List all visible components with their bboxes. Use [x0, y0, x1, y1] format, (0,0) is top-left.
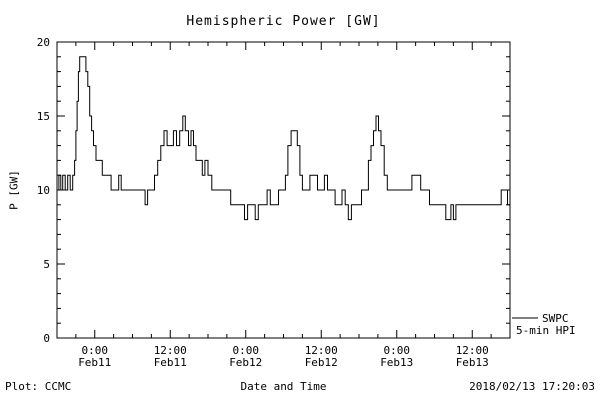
- y-tick-label: 10: [37, 184, 50, 197]
- x-tick-time-label: 0:00: [384, 344, 411, 357]
- x-axis-ticks: [56, 42, 511, 338]
- x-tick-time-label: 12:00: [305, 344, 338, 357]
- y-tick-label: 0: [43, 332, 50, 345]
- y-axis-label: P [GW]: [7, 170, 21, 210]
- x-tick-date-label: Feb13: [456, 356, 489, 369]
- plot-source-label: Plot: CCMC: [5, 380, 72, 393]
- x-tick-time-label: 0:00: [82, 344, 109, 357]
- x-axis-label: Date and Time: [240, 380, 327, 393]
- x-tick-time-label: 0:00: [233, 344, 260, 357]
- y-tick-label: 5: [43, 258, 50, 271]
- x-tick-date-label: Feb11: [154, 356, 187, 369]
- plot-timestamp: 2018/02/13 17:20:03: [469, 380, 595, 393]
- y-tick-label: 15: [37, 110, 50, 123]
- x-tick-time-label: 12:00: [456, 344, 489, 357]
- legend-series-detail: 5-min HPI: [516, 324, 576, 337]
- x-tick-date-label: Feb12: [229, 356, 262, 369]
- data-line-swpc-hpi: [57, 56, 510, 221]
- x-tick-date-label: Feb13: [380, 356, 413, 369]
- x-tick-time-label: 12:00: [154, 344, 187, 357]
- x-tick-date-label: Feb11: [78, 356, 111, 369]
- legend-series-name: SWPC: [542, 312, 569, 325]
- chart-title: Hemispheric Power [GW]: [186, 14, 381, 29]
- x-tick-date-label: Feb12: [305, 356, 338, 369]
- y-tick-label: 20: [37, 36, 50, 49]
